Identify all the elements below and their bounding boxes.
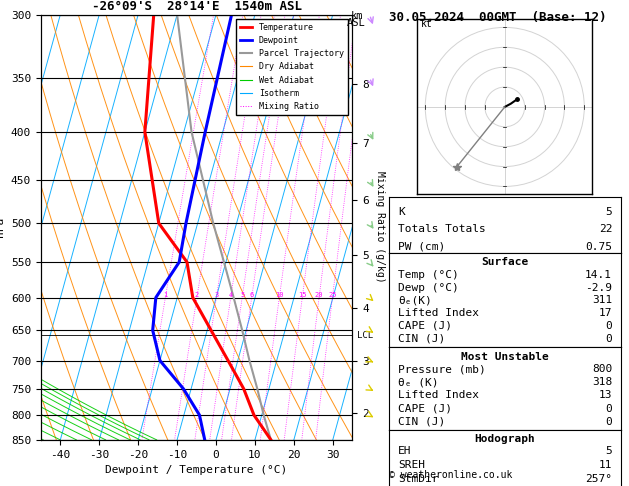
Text: 0: 0 bbox=[605, 417, 612, 427]
X-axis label: Dewpoint / Temperature (°C): Dewpoint / Temperature (°C) bbox=[106, 465, 287, 475]
Text: Temp (°C): Temp (°C) bbox=[398, 270, 459, 280]
Text: 10: 10 bbox=[275, 292, 284, 297]
Text: EH: EH bbox=[398, 446, 411, 455]
Text: 0: 0 bbox=[605, 404, 612, 414]
Text: SREH: SREH bbox=[398, 460, 425, 469]
Text: 15: 15 bbox=[298, 292, 306, 297]
Text: 20: 20 bbox=[315, 292, 323, 297]
Text: 2: 2 bbox=[195, 292, 199, 297]
Text: 0.75: 0.75 bbox=[585, 242, 612, 252]
Text: 0: 0 bbox=[605, 321, 612, 331]
Text: Most Unstable: Most Unstable bbox=[461, 352, 549, 362]
Text: 318: 318 bbox=[592, 377, 612, 387]
Text: 1: 1 bbox=[163, 292, 167, 297]
Text: Surface: Surface bbox=[481, 258, 529, 267]
Text: 11: 11 bbox=[599, 460, 612, 469]
Text: km: km bbox=[350, 11, 363, 21]
Text: Lifted Index: Lifted Index bbox=[398, 390, 479, 400]
Text: ASL: ASL bbox=[347, 18, 366, 29]
Text: 5: 5 bbox=[605, 446, 612, 455]
Text: 800: 800 bbox=[592, 364, 612, 374]
Text: LCL: LCL bbox=[357, 331, 373, 340]
Text: CIN (J): CIN (J) bbox=[398, 334, 445, 344]
Text: θₑ(K): θₑ(K) bbox=[398, 295, 431, 305]
Text: 0: 0 bbox=[605, 334, 612, 344]
Text: Totals Totals: Totals Totals bbox=[398, 224, 486, 234]
Text: 6: 6 bbox=[250, 292, 253, 297]
Text: 257°: 257° bbox=[585, 474, 612, 484]
Text: CIN (J): CIN (J) bbox=[398, 417, 445, 427]
Text: 14.1: 14.1 bbox=[585, 270, 612, 280]
Text: StmDir: StmDir bbox=[398, 474, 438, 484]
Text: PW (cm): PW (cm) bbox=[398, 242, 445, 252]
Text: Dewp (°C): Dewp (°C) bbox=[398, 282, 459, 293]
Text: 22: 22 bbox=[599, 224, 612, 234]
Text: K: K bbox=[398, 207, 405, 217]
Text: © weatheronline.co.uk: © weatheronline.co.uk bbox=[389, 470, 512, 480]
Legend: Temperature, Dewpoint, Parcel Trajectory, Dry Adiabat, Wet Adiabat, Isotherm, Mi: Temperature, Dewpoint, Parcel Trajectory… bbox=[236, 19, 348, 115]
Text: 17: 17 bbox=[599, 308, 612, 318]
Text: 30.05.2024  00GMT  (Base: 12): 30.05.2024 00GMT (Base: 12) bbox=[389, 11, 606, 24]
Text: θₑ (K): θₑ (K) bbox=[398, 377, 438, 387]
Text: kt: kt bbox=[421, 19, 433, 29]
Text: -2.9: -2.9 bbox=[585, 282, 612, 293]
Text: CAPE (J): CAPE (J) bbox=[398, 404, 452, 414]
Text: CAPE (J): CAPE (J) bbox=[398, 321, 452, 331]
Text: 13: 13 bbox=[599, 390, 612, 400]
Y-axis label: Mixing Ratio (g/kg): Mixing Ratio (g/kg) bbox=[376, 172, 386, 283]
Text: 4: 4 bbox=[228, 292, 233, 297]
Y-axis label: hPa: hPa bbox=[0, 217, 6, 237]
Text: 25: 25 bbox=[328, 292, 337, 297]
Text: 5: 5 bbox=[240, 292, 244, 297]
Text: Lifted Index: Lifted Index bbox=[398, 308, 479, 318]
Text: 311: 311 bbox=[592, 295, 612, 305]
Text: Pressure (mb): Pressure (mb) bbox=[398, 364, 486, 374]
Title: -26°09'S  28°14'E  1540m ASL: -26°09'S 28°14'E 1540m ASL bbox=[92, 0, 301, 14]
Text: 3: 3 bbox=[214, 292, 218, 297]
Text: Hodograph: Hodograph bbox=[475, 434, 535, 444]
Text: 5: 5 bbox=[605, 207, 612, 217]
